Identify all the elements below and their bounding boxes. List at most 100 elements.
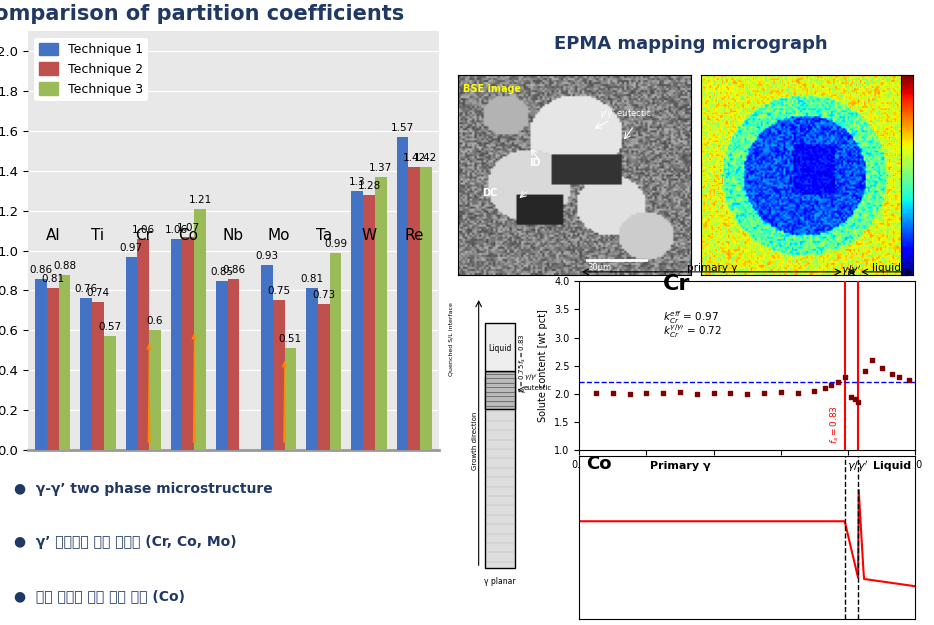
Point: [857, 366, 872, 376]
Point: [672, 387, 687, 397]
Point: [605, 388, 620, 398]
Text: 0.88: 0.88: [53, 261, 77, 271]
Text: Quenched S/L interface: Quenched S/L interface: [448, 302, 453, 376]
Bar: [330, 253, 342, 450]
Text: ●  γ-γ’ two phase microstructure: ● γ-γ’ two phase microstructure: [14, 482, 273, 496]
Text: Liquid: Liquid: [872, 461, 911, 471]
Bar: [47, 289, 59, 450]
Point: [847, 394, 862, 404]
Bar: [35, 279, 47, 450]
Bar: [228, 279, 239, 450]
Text: Ti: Ti: [92, 228, 105, 242]
Text: $f_s=0.83$: $f_s=0.83$: [828, 406, 842, 444]
Point: [740, 389, 755, 399]
Bar: [397, 137, 408, 450]
Text: $\gamma/\gamma^\prime$: $\gamma/\gamma^\prime$: [842, 263, 861, 278]
FancyBboxPatch shape: [485, 322, 516, 371]
Text: 1.42: 1.42: [403, 153, 426, 163]
Text: Primary γ: Primary γ: [650, 461, 710, 471]
Text: Comparison of partition coefficients: Comparison of partition coefficients: [0, 4, 403, 24]
Text: 1.57: 1.57: [390, 123, 414, 133]
Text: 0.86: 0.86: [222, 264, 245, 274]
Text: 1.06: 1.06: [165, 224, 188, 234]
Bar: [194, 209, 206, 450]
Bar: [216, 281, 228, 450]
Point: [844, 391, 859, 402]
Point: [884, 369, 899, 379]
Point: [874, 363, 889, 373]
Text: Cr: Cr: [663, 274, 690, 294]
Bar: [182, 237, 194, 450]
Bar: [273, 301, 285, 450]
Text: Cr-Kα: Cr-Kα: [706, 84, 736, 94]
Point: [689, 389, 704, 399]
Text: Liquid: Liquid: [488, 344, 512, 352]
Text: $k_{Cr}^{\gamma/\gamma\prime}$ = 0.72: $k_{Cr}^{\gamma/\gamma\prime}$ = 0.72: [663, 322, 722, 340]
Text: W: W: [361, 228, 376, 242]
Point: [588, 388, 603, 398]
Text: 1.06: 1.06: [132, 224, 155, 234]
Text: 1.28: 1.28: [358, 181, 381, 191]
Point: [639, 388, 654, 398]
Text: 1.07: 1.07: [177, 222, 200, 232]
Point: [824, 380, 839, 390]
Bar: [149, 331, 161, 450]
Text: ●  γ’ 상에서의 낙은 고용도 (Cr, Co, Mo): ● γ’ 상에서의 낙은 고용도 (Cr, Co, Mo): [14, 536, 236, 549]
Text: $f_s=0.75$: $f_s=0.75$: [517, 362, 528, 393]
Text: 0.57: 0.57: [98, 322, 121, 332]
Text: 0.51: 0.51: [279, 334, 302, 344]
Text: DC: DC: [482, 188, 498, 198]
Bar: [306, 289, 318, 450]
Point: [706, 388, 721, 398]
Point: [864, 355, 879, 365]
Text: Nb: Nb: [223, 228, 244, 242]
Bar: [261, 264, 273, 450]
Point: [830, 378, 845, 388]
Text: 1.37: 1.37: [369, 163, 392, 173]
Text: BSE image: BSE image: [463, 84, 521, 94]
Point: [773, 387, 788, 397]
Text: ●  응고 후반기 높은 용질 농도 (Co): ● 응고 후반기 높은 용질 농도 (Co): [14, 589, 185, 603]
Bar: [125, 257, 137, 450]
Text: 0.76: 0.76: [75, 284, 98, 294]
Text: Co: Co: [178, 228, 198, 242]
Text: 1.21: 1.21: [189, 195, 212, 205]
Point: [851, 398, 866, 408]
Text: 1.42: 1.42: [415, 153, 437, 163]
Point: [656, 388, 671, 398]
Legend: Technique 1, Technique 2, Technique 3: Technique 1, Technique 2, Technique 3: [35, 38, 149, 101]
Text: primary γ: primary γ: [686, 263, 737, 273]
Text: Mo: Mo: [267, 228, 290, 242]
Text: $\gamma/\gamma^\prime$: $\gamma/\gamma^\prime$: [847, 459, 869, 474]
FancyBboxPatch shape: [485, 371, 516, 409]
Point: [891, 372, 906, 382]
Text: 0.85: 0.85: [210, 266, 234, 276]
Text: liquid: liquid: [872, 263, 901, 273]
Text: Al: Al: [46, 228, 60, 242]
Text: Re: Re: [404, 228, 424, 242]
Bar: [171, 239, 182, 450]
Bar: [80, 299, 92, 450]
Text: 0.81: 0.81: [301, 274, 324, 284]
Text: 1.3: 1.3: [349, 177, 365, 187]
Bar: [285, 348, 296, 450]
Bar: [408, 167, 420, 450]
Bar: [104, 336, 116, 450]
Text: 0.73: 0.73: [312, 291, 335, 301]
Bar: [375, 177, 387, 450]
Bar: [92, 302, 104, 450]
Point: [817, 383, 832, 393]
Bar: [137, 239, 149, 450]
Text: EPMA mapping micrograph: EPMA mapping micrograph: [555, 35, 828, 52]
Bar: [363, 195, 375, 450]
Bar: [420, 167, 432, 450]
Text: 0.93: 0.93: [255, 251, 278, 261]
Point: [901, 374, 916, 384]
Text: 0.6: 0.6: [147, 316, 163, 326]
Point: [837, 372, 852, 382]
Point: [807, 386, 822, 396]
Point: [757, 388, 771, 398]
Text: Growth direction: Growth direction: [472, 411, 478, 470]
Bar: [59, 274, 70, 450]
Text: 0.97: 0.97: [120, 242, 143, 252]
